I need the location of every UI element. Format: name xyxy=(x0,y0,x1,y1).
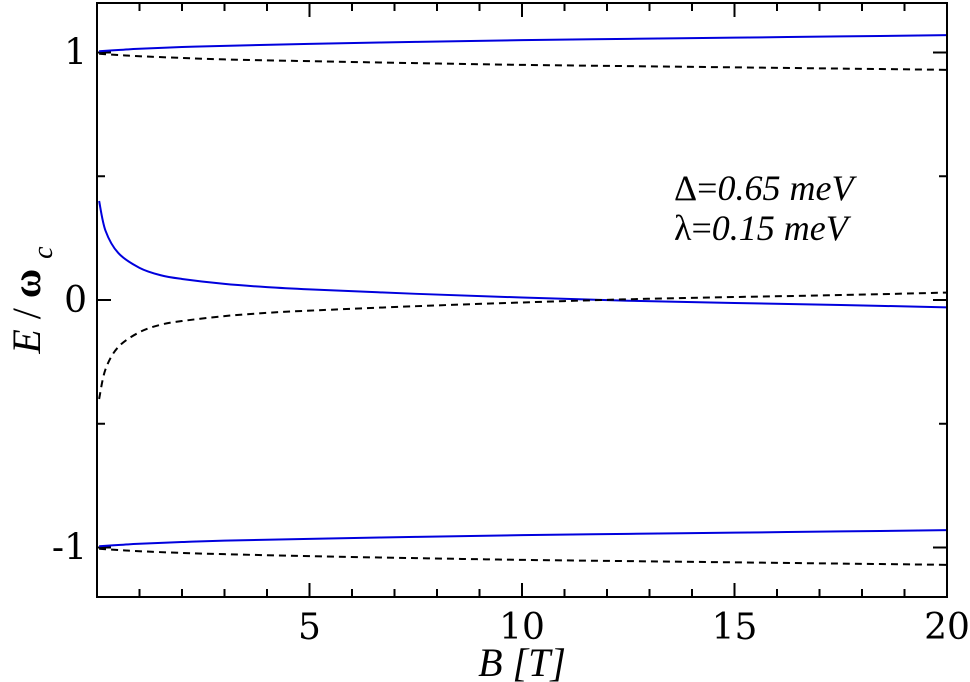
x-axis-unit: [T] xyxy=(513,640,566,682)
series-line-2-dashed xyxy=(99,52,948,71)
annotation-delta: Δ=0.65 meV xyxy=(674,168,857,208)
axis-ticks xyxy=(97,3,947,597)
lambda-value: 0.15 meV xyxy=(712,208,852,248)
x-axis-title: B [T] xyxy=(478,640,566,682)
series-line-1-solid xyxy=(99,34,948,53)
x-tick-label: 20 xyxy=(924,607,970,648)
lambda-equals: = xyxy=(691,208,711,248)
plot-frame xyxy=(96,2,948,598)
delta-value: 0.65 meV xyxy=(717,168,857,208)
y-tick-label: -1 xyxy=(52,528,87,569)
tick-labels: 5 10 15 20 -1 0 1 xyxy=(52,33,970,649)
x-tick-label: 10 xyxy=(499,607,545,648)
y-axis-title: E / ω c xyxy=(4,246,59,355)
x-axis-variable: B xyxy=(478,640,502,682)
series-lines xyxy=(98,34,948,566)
lambda-symbol: λ xyxy=(674,208,692,248)
y-tick-label: 1 xyxy=(64,33,87,74)
y-axis-slash: / xyxy=(4,307,49,319)
y-tick-label: 0 xyxy=(64,280,87,321)
y-axis-omega: ω xyxy=(4,269,49,298)
series-line-3-solid xyxy=(98,200,948,309)
series-line-4-dashed xyxy=(98,291,948,400)
x-tick-label: 5 xyxy=(298,607,321,648)
series-line-6-dashed xyxy=(99,547,948,566)
y-axis-energy: E xyxy=(4,329,49,354)
annotation-lambda: λ=0.15 meV xyxy=(674,208,852,248)
x-tick-label: 15 xyxy=(712,607,758,648)
delta-symbol: Δ xyxy=(674,168,697,208)
y-axis-subscript: c xyxy=(28,246,59,259)
delta-equals: = xyxy=(697,168,717,208)
series-line-5-solid xyxy=(99,529,948,548)
